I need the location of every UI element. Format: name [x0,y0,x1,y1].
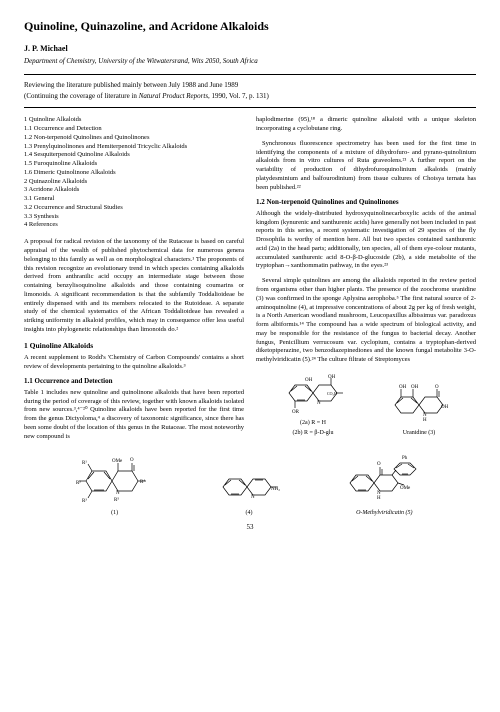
divider-bottom [24,107,476,108]
svg-text:N: N [251,495,255,500]
svg-text:R¹: R¹ [82,460,87,466]
svg-text:R³: R³ [82,498,87,504]
svg-text:OR: OR [292,410,300,415]
review-note-2: (Continuing the coverage of literature i… [24,92,476,101]
toc-item: 1.3 Prenylquinolinones and Hemiterpenoid… [24,143,244,152]
svg-text:OMe: OMe [112,459,123,464]
section-1-1-heading: 1.1 Occurrence and Detection [24,377,244,386]
structure-5-label: O-Methylviridicatin (5) [356,509,412,517]
section-1-2-para-1: Although the widely-distributed hydroxyq… [256,210,476,271]
svg-text:R²: R² [76,480,81,486]
proposal-paragraph: A proposal for radical revision of the t… [24,238,244,334]
structure-2: N OR OH OH CO₂H (2a) R = H (2b) R = β-D-… [283,373,343,437]
molecule-4-icon: N NH₂ [217,467,281,507]
svg-text:CO₂H: CO₂H [327,391,337,396]
svg-text:OH: OH [441,405,449,410]
structures-row-1: N OR OH OH CO₂H (2a) R = H (2b) R = β-D-… [256,373,476,437]
section-1-heading: 1 Quinoline Alkaloids [24,341,244,351]
right-column: haplodimerine (95),¹⁸ a dimeric quinolin… [256,116,476,447]
page-number: 53 [24,523,476,532]
toc-item: 2 Quinazoline Alkaloids [24,178,244,187]
molecule-3-icon: N H O OH OH OH [389,383,449,427]
structure-1: N O R⁴ OMe R² R¹ R³ R⁵ (1) [76,455,154,517]
svg-text:N: N [116,491,120,496]
toc-item: 1.1 Occurrence and Detection [24,125,244,134]
two-column-layout: 1 Quinoline Alkaloids 1.1 Occurrence and… [24,116,476,447]
structure-5: N H O OMe Ph O-Methylviridicatin (5) [344,455,424,517]
svg-text:OH: OH [411,385,419,390]
svg-text:NH₂: NH₂ [271,487,280,492]
author-affiliation: Department of Chemistry, University of t… [24,57,476,66]
toc-item: 3.3 Synthesis [24,213,244,222]
structure-2a-label: (2a) R = H [300,419,326,427]
structure-4-label: (4) [245,509,252,517]
svg-text:OH: OH [328,375,336,380]
svg-text:Ph: Ph [402,456,408,461]
toc-item: 1.2 Non-terpenoid Quinolines and Quinoli… [24,134,244,143]
toc-item: 3 Acridone Alkaloids [24,186,244,195]
section-1-2-para-2: Several simple quinolines are among the … [256,277,476,365]
structure-2b-label: (2b) R = β-D-glu [293,429,334,437]
col2-para-1: haplodimerine (95),¹⁸ a dimeric quinolin… [256,116,476,134]
review-note-2b: , 1990, Vol. 7, p. 131) [208,92,269,100]
svg-text:O: O [130,458,134,463]
toc-item: 3.2 Occurrence and Structural Studies [24,204,244,213]
section-1-1-para: Table 1 includes new quinoline and quino… [24,389,244,442]
left-column: 1 Quinoline Alkaloids 1.1 Occurrence and… [24,116,244,447]
svg-text:O: O [435,385,439,390]
molecule-2-icon: N OR OH OH CO₂H [283,373,343,417]
svg-text:OH: OH [399,385,407,390]
svg-text:OMe: OMe [400,486,411,491]
structure-3-label: Uranidine (3) [403,429,436,437]
review-note-1: Reviewing the literature published mainl… [24,81,476,90]
author-name: J. P. Michael [24,44,476,55]
molecule-1-icon: N O R⁴ OMe R² R¹ R³ R⁵ [76,455,154,507]
col2-para-2: Synchronous fluorescence spectrometry ha… [256,140,476,193]
toc-item: 3.1 General [24,195,244,204]
svg-text:N: N [317,401,321,406]
structure-1-label: (1) [111,509,118,517]
svg-text:OH: OH [305,378,313,383]
section-1-2-heading: 1.2 Non-terpenoid Quinolines and Quinoli… [256,198,476,207]
toc-item: 1.4 Sesquiterpenoid Quinoline Alkaloids [24,151,244,160]
svg-text:H: H [377,496,381,501]
toc-item: 1 Quinoline Alkaloids [24,116,244,125]
section-1-intro: A recent supplement to Rodd's 'Chemistry… [24,354,244,372]
divider-top [24,74,476,75]
journal-name: Natural Product Reports [139,92,208,100]
structure-4: N NH₂ (4) [217,467,281,517]
toc-item: 1.5 Furoquinoline Alkaloids [24,160,244,169]
paper-title: Quinoline, Quinazoline, and Acridone Alk… [24,18,476,34]
molecule-5-icon: N H O OMe Ph [344,455,424,507]
review-note-2a: (Continuing the coverage of literature i… [24,92,139,100]
toc-item: 4 References [24,221,244,230]
toc-item: 1.6 Dimeric Quinolinone Alkaloids [24,169,244,178]
table-of-contents: 1 Quinoline Alkaloids 1.1 Occurrence and… [24,116,244,230]
svg-text:H: H [423,418,427,423]
svg-text:R⁴: R⁴ [140,479,145,485]
svg-text:O: O [377,462,381,467]
svg-text:R⁵: R⁵ [114,497,119,503]
structure-3: N H O OH OH OH Uranidine (3) [389,383,449,437]
structures-row-2: N O R⁴ OMe R² R¹ R³ R⁵ (1) N NH₂ (4) [24,455,476,517]
